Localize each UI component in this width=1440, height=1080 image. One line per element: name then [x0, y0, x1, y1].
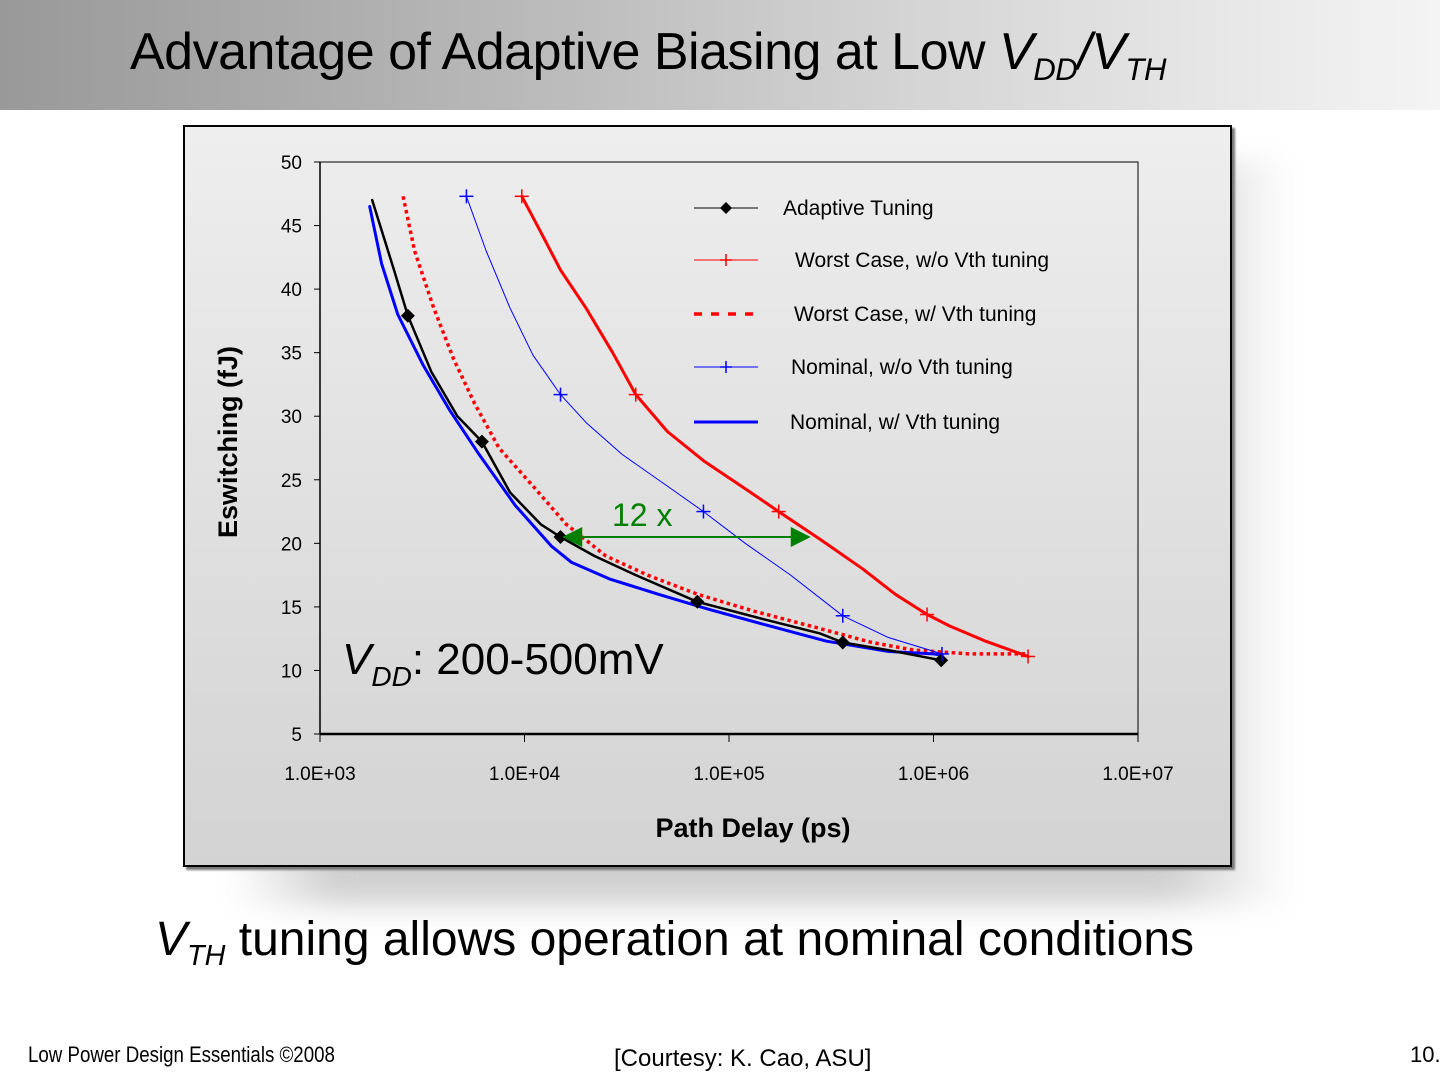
- legend: Adaptive Tuning Worst Case, w/o Vth tunin…: [694, 197, 1049, 434]
- x-tick-label: 1.0E+07: [1102, 764, 1173, 785]
- title-vdd: VDD/VTH: [999, 23, 1166, 87]
- legend-item: Nominal, w/ Vth tuning: [694, 411, 1000, 434]
- diamond-marker: [835, 635, 850, 650]
- caption-sub-th: TH: [187, 940, 226, 973]
- title-sub-th: TH: [1125, 51, 1166, 87]
- plus-marker: [553, 387, 568, 402]
- title-slash: /: [1077, 23, 1092, 81]
- annotations: 12 x VDD: 200-500mV: [342, 497, 811, 692]
- legend-item: Adaptive Tuning: [694, 197, 934, 220]
- plus-marker: [628, 387, 643, 402]
- x-tick-label: 1.0E+04: [489, 764, 561, 785]
- x-tick-label: 1.0E+05: [693, 764, 764, 785]
- x-axis-label: Path Delay (ps): [655, 813, 850, 843]
- vdd-range-text: : 200-500mV: [412, 635, 665, 684]
- diamond-marker: [400, 308, 415, 323]
- y-tick-label: 35: [281, 344, 302, 365]
- chart-frame: [183, 125, 1232, 867]
- caption-vth: VTH: [155, 913, 225, 972]
- vdd-v: V: [342, 635, 375, 684]
- legend-label: Worst Case, w/ Vth tuning: [794, 303, 1036, 326]
- legend-label: Adaptive Tuning: [783, 197, 934, 220]
- plus-marker: [835, 608, 850, 623]
- y-tick-label: 20: [281, 534, 302, 555]
- x-tick-label: 1.0E+06: [898, 764, 969, 785]
- plus-marker: [771, 504, 786, 519]
- legend-label: Nominal, w/o Vth tuning: [791, 356, 1013, 379]
- legend-label: Nominal, w/ Vth tuning: [790, 411, 1000, 434]
- plus-marker: [1021, 649, 1036, 664]
- plus-marker: [459, 189, 474, 204]
- arrow-head-right: [790, 526, 811, 547]
- series-group: [368, 189, 1036, 668]
- title-v1: V: [999, 23, 1034, 81]
- title-bar: [0, 0, 1440, 110]
- legend-item: Worst Case, w/ Vth tuning: [694, 303, 1036, 326]
- footer-courtesy: [Courtesy: K. Cao, ASU]: [614, 1045, 872, 1072]
- diamond-marker: [553, 529, 568, 544]
- ratio-label: 12 x: [612, 497, 672, 533]
- plus-marker: [720, 254, 732, 266]
- diamond-marker: [474, 434, 489, 449]
- legend-label: Worst Case, w/o Vth tuning: [795, 249, 1049, 272]
- legend-item: Worst Case, w/o Vth tuning: [694, 249, 1049, 272]
- vdd-range-label: VDD: 200-500mV: [342, 635, 664, 692]
- caption-v: V: [155, 913, 188, 966]
- slide-caption: VTH tuning allows operation at nominal c…: [155, 912, 1194, 973]
- vdd-sub: DD: [371, 661, 411, 692]
- plus-marker: [514, 189, 529, 204]
- plus-marker: [920, 607, 935, 622]
- y-tick-label: 15: [281, 598, 302, 619]
- footer-page-number: 10.: [1410, 1042, 1440, 1067]
- legend-item: Nominal, w/o Vth tuning: [694, 356, 1013, 379]
- arrow-head-left: [562, 526, 583, 547]
- y-tick-label: 5: [291, 725, 302, 746]
- y-tick-label: 40: [281, 280, 302, 301]
- title-text: Advantage of Adaptive Biasing at Low: [130, 23, 1000, 81]
- diamond-marker: [934, 653, 949, 668]
- plus-marker: [720, 361, 732, 373]
- diamond-marker: [720, 202, 732, 214]
- y-tick-label: 30: [281, 407, 302, 428]
- series-line-worst-case-w-o-vth-tuning: [520, 194, 1030, 658]
- axes: 5 10 15 20 25 30 35 40 45 50 1.0E+03 1.0E+04 1.0E+05…: [281, 153, 1174, 785]
- y-tick-label: 45: [281, 217, 302, 238]
- y-axis-label: Eswitching (fJ): [213, 346, 243, 538]
- series-line-worst-case-w-vth-tuning: [401, 195, 1029, 656]
- y-tick-label: 10: [281, 661, 302, 682]
- series-line-nominal-w-o-vth-tuning: [465, 195, 943, 655]
- plus-marker: [696, 504, 711, 519]
- slide-title: Advantage of Adaptive Biasing at Low VDD…: [130, 22, 1166, 88]
- title-v2: V: [1091, 23, 1126, 81]
- x-tick-label: 1.0E+03: [284, 764, 355, 785]
- y-tick-label: 50: [281, 153, 302, 174]
- caption-text: tuning allows operation at nominal condi…: [225, 913, 1195, 966]
- title-sub-dd: DD: [1033, 51, 1078, 87]
- y-tick-label: 25: [281, 471, 302, 492]
- footer-course: Low Power Design Essentials ©2008: [28, 1042, 335, 1067]
- plus-marker: [934, 646, 949, 661]
- diamond-marker: [690, 594, 705, 609]
